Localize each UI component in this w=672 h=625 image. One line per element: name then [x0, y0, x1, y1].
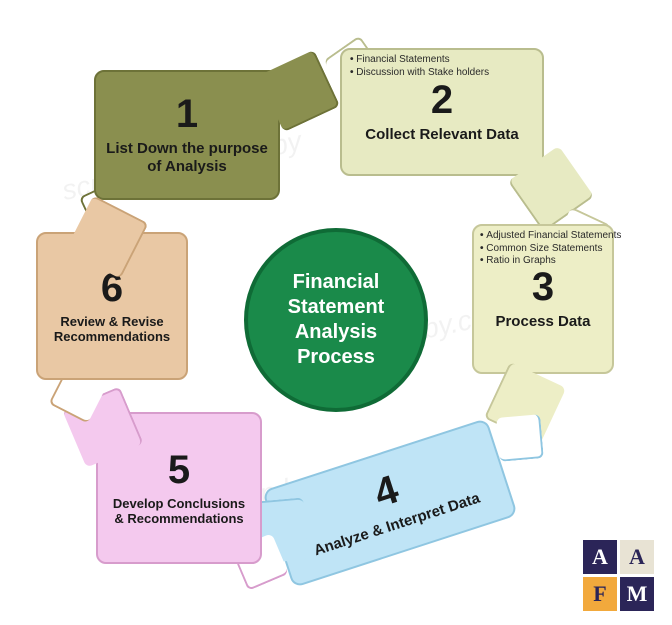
arrow-tail-icon [496, 414, 544, 462]
bullet-item: Discussion with Stake holders [350, 67, 489, 80]
bullet-item: Financial Statements [350, 54, 489, 67]
bullet-item: Ratio in Graphs [480, 255, 621, 268]
step-body: 1 List Down the purpose of Analysis [94, 70, 280, 200]
step-number: 5 [168, 450, 190, 490]
diagram-stage: scroll.in by.com oby scroll.in by.com ob… [0, 0, 672, 625]
center-circle: Financial Statement Analysis Process [244, 228, 428, 412]
logo-aafm: A A F M [583, 540, 654, 611]
bullet-item: Common Size Statements [480, 243, 621, 256]
step-label: Develop Conclusions & Recommendations [108, 496, 250, 527]
logo-cell-a1: A [583, 540, 617, 574]
bullet-item: Adjusted Financial Statements [480, 230, 621, 243]
step-label: Process Data [495, 313, 590, 331]
logo-cell-f: F [583, 577, 617, 611]
step-number: 1 [176, 94, 198, 134]
step-number: 2 [431, 80, 453, 120]
step-number: 4 [370, 469, 404, 514]
step-bullets: Financial StatementsDiscussion with Stak… [350, 54, 489, 79]
step-bullets: Adjusted Financial StatementsCommon Size… [480, 230, 621, 268]
logo-cell-m: M [620, 577, 654, 611]
step-label: Collect Relevant Data [365, 126, 518, 144]
center-title: Financial Statement Analysis Process [266, 270, 406, 370]
step-label: Review & Revise Recommendations [48, 314, 176, 345]
step-number: 3 [532, 267, 554, 307]
logo-cell-a2: A [620, 540, 654, 574]
step-label: List Down the purpose of Analysis [106, 140, 268, 175]
